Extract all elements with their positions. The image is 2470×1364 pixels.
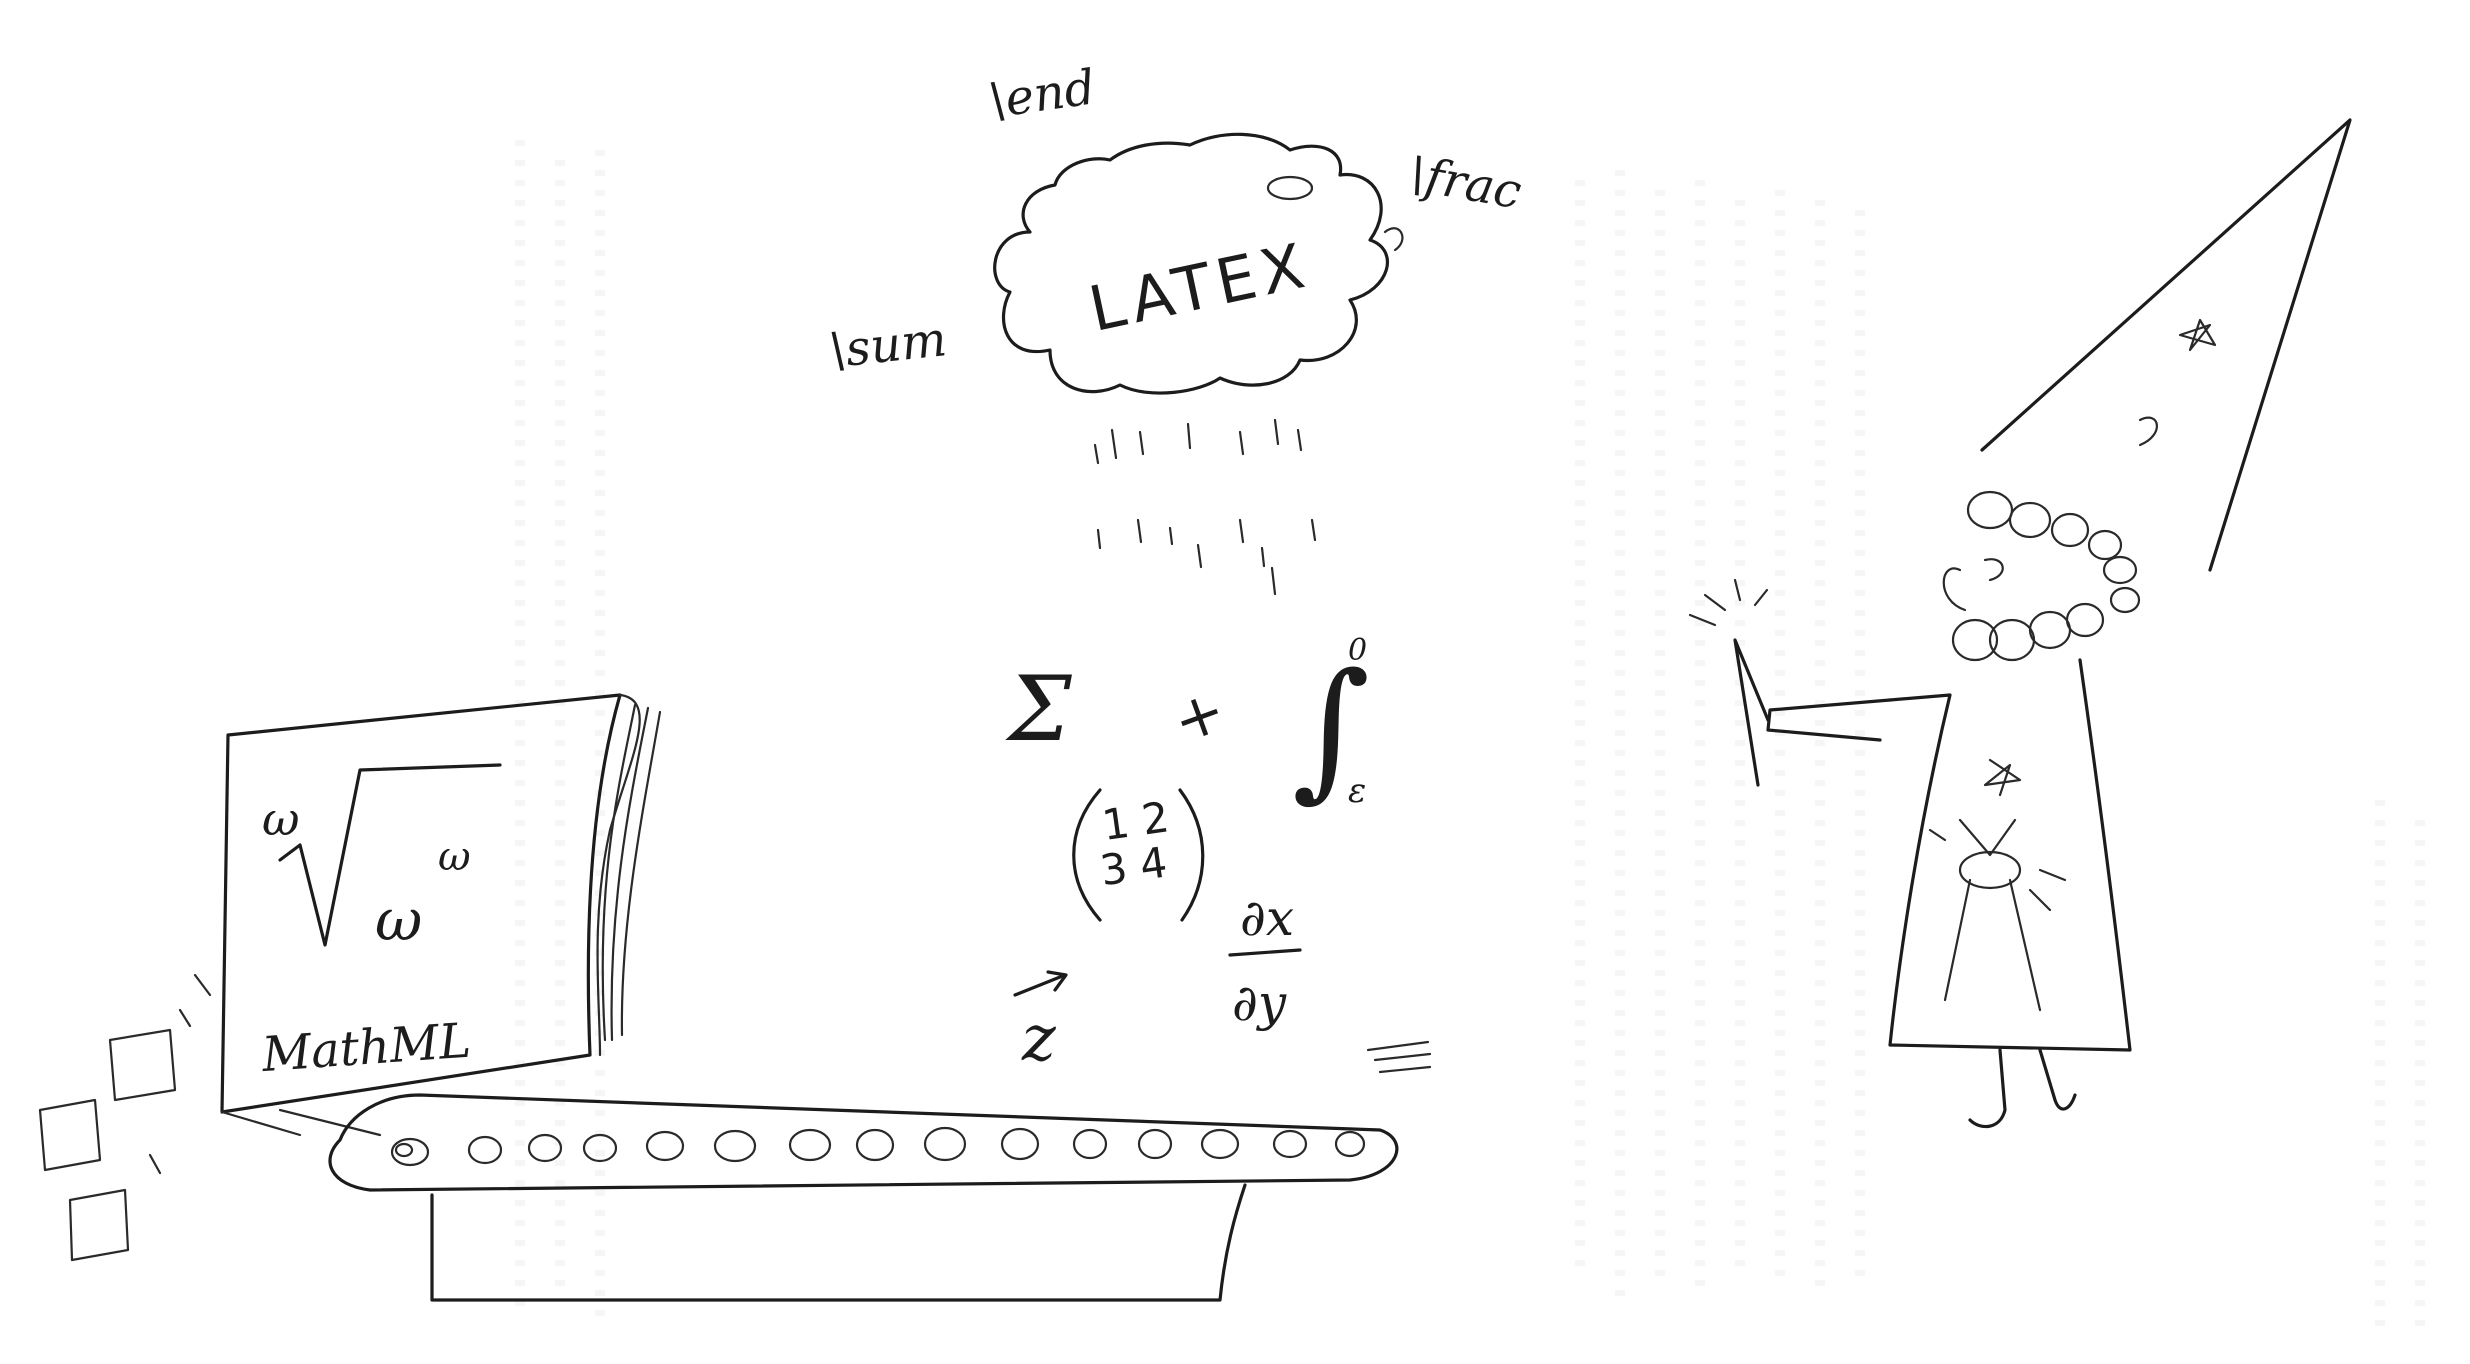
wizard-hat — [1980, 118, 2352, 572]
radicand: ω — [375, 886, 422, 954]
loose-keys — [38, 973, 212, 1262]
wizard-sleeve — [1766, 698, 1892, 742]
radical-sign — [278, 763, 502, 947]
monitor-screen — [220, 693, 622, 1114]
rollers — [390, 1126, 1366, 1167]
latex-cloud: LATEX \end \frac \sum — [827, 59, 1526, 395]
wizard — [1688, 118, 2352, 1129]
conveyor-belt — [328, 1040, 1432, 1302]
monitor-caption: MathML — [259, 1013, 472, 1084]
command-end: \end — [986, 59, 1099, 129]
conveyor-base — [430, 1183, 1247, 1302]
exponent: ω — [438, 834, 471, 880]
wizard-wand — [1733, 638, 1770, 787]
derivative-numerator: ∂x — [1240, 889, 1294, 947]
derivative: ∂x ∂y — [1228, 889, 1302, 1032]
hat-moon — [2138, 416, 2158, 447]
cloud-puff — [1266, 175, 1314, 201]
integral-symbol: ∫ — [1292, 642, 1370, 816]
hat-star — [2178, 318, 2217, 352]
robe-rays — [1928, 828, 2067, 912]
wand-sparkles — [1688, 578, 1769, 627]
robe-belt-knot — [1958, 850, 2022, 890]
wizard-hair — [1942, 490, 2141, 662]
math-symbols: Σ + ∫ 0 ε 1 2 3 4 ∂x ∂y z — [1005, 633, 1370, 1076]
matrix-left-paren — [1072, 788, 1102, 922]
integral-lower: ε — [1348, 771, 1366, 811]
vector-letter: z — [1021, 1002, 1057, 1076]
wizard-robe — [1888, 658, 2132, 1052]
monitor-back-curve — [596, 693, 641, 1057]
derivative-denominator: ∂y — [1232, 974, 1287, 1032]
matrix-top-row: 1 2 — [1099, 792, 1172, 850]
motion-lines — [1366, 1040, 1432, 1074]
matrix: 1 2 3 4 — [1072, 788, 1205, 922]
rain — [1093, 418, 1317, 596]
wizard-legs — [1968, 1048, 2077, 1129]
cloud-curl — [1383, 227, 1404, 252]
bleed-through-text — [515, 140, 2425, 1340]
cloud-label: LATEX — [1083, 228, 1316, 346]
root-index: ω — [262, 792, 300, 846]
conveyor-top — [328, 1093, 1399, 1192]
robe-star — [1983, 758, 2022, 797]
vector-arrow — [1013, 970, 1068, 997]
command-frac: \frac — [1405, 146, 1525, 221]
monitor-stand — [220, 1108, 382, 1137]
integral-upper: 0 — [1348, 633, 1367, 668]
command-sum: \sum — [827, 311, 949, 379]
mathml-monitor: ω ω ω MathML — [220, 693, 662, 1137]
matrix-right-paren — [1178, 788, 1205, 922]
plus-symbol: + — [1164, 675, 1235, 758]
vector-z: z — [1013, 970, 1068, 1076]
fraction-bar — [1228, 948, 1302, 957]
matrix-bottom-row: 3 4 — [1097, 838, 1170, 896]
robe-sash — [1943, 818, 2042, 1012]
sum-symbol: Σ — [1005, 657, 1072, 762]
cloud-outline — [993, 132, 1389, 395]
